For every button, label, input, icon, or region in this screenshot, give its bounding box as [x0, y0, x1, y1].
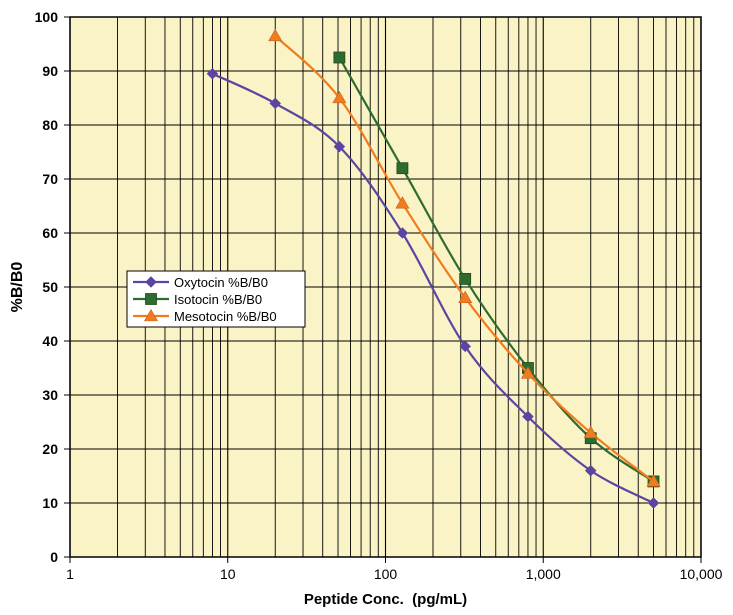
series-line	[211, 72, 655, 504]
data-point	[206, 67, 219, 80]
y-tick-label: 80	[42, 117, 58, 133]
data-point	[396, 162, 409, 175]
y-tick-label: 50	[42, 279, 58, 295]
series-layer	[206, 28, 661, 509]
y-tick-label: 40	[42, 333, 58, 349]
y-tick-label: 100	[35, 9, 59, 25]
data-point	[458, 290, 473, 303]
data-point	[268, 28, 283, 42]
data-point	[584, 464, 597, 477]
data-point	[520, 366, 535, 379]
y-axis-label: %B/B0	[9, 262, 26, 313]
legend-swatch-marker	[145, 276, 157, 288]
data-point	[395, 196, 410, 209]
y-tick-label: 70	[42, 171, 58, 187]
x-tick-label: 1,000	[526, 566, 561, 582]
x-tick-label: 1	[66, 566, 74, 582]
data-point	[269, 97, 282, 110]
data-point	[332, 90, 347, 104]
x-tick-label: 10,000	[680, 566, 723, 582]
legend-label: Isotocin %B/B0	[174, 292, 262, 307]
y-tick-label: 20	[42, 441, 58, 457]
data-point	[646, 474, 661, 487]
series-0	[206, 67, 660, 509]
data-point	[522, 410, 534, 423]
y-tick-label: 90	[42, 63, 58, 79]
y-tick-label: 60	[42, 225, 58, 241]
data-point	[333, 51, 346, 64]
data-point	[459, 340, 472, 353]
legend-swatch-marker	[145, 293, 157, 305]
x-axis-label: Peptide Conc. (pg/mL)	[304, 591, 467, 608]
data-point	[333, 140, 346, 153]
y-tick-label: 10	[42, 495, 58, 511]
legend-swatch-marker	[143, 308, 159, 322]
data-point	[583, 425, 598, 438]
legend-label: Oxytocin %B/B0	[174, 275, 268, 290]
data-point	[647, 497, 660, 509]
data-point	[459, 272, 472, 285]
y-tick-label: 0	[50, 549, 58, 565]
series-2	[268, 28, 661, 487]
x-tick-label: 10	[220, 566, 236, 582]
data-point	[396, 227, 409, 239]
legend-label: Mesotocin %B/B0	[174, 309, 277, 324]
tick-labels: 1 10 100 1,000 10,000 0 10 20 30 40 50 60 70 80 90 100	[35, 9, 723, 582]
y-tick-label: 30	[42, 387, 58, 403]
x-tick-label: 100	[374, 566, 398, 582]
legend: Oxytocin %B/B0 Isotocin %B/B0 Mesotocin %B…	[126, 270, 306, 328]
axis-tick-marks	[64, 16, 702, 563]
